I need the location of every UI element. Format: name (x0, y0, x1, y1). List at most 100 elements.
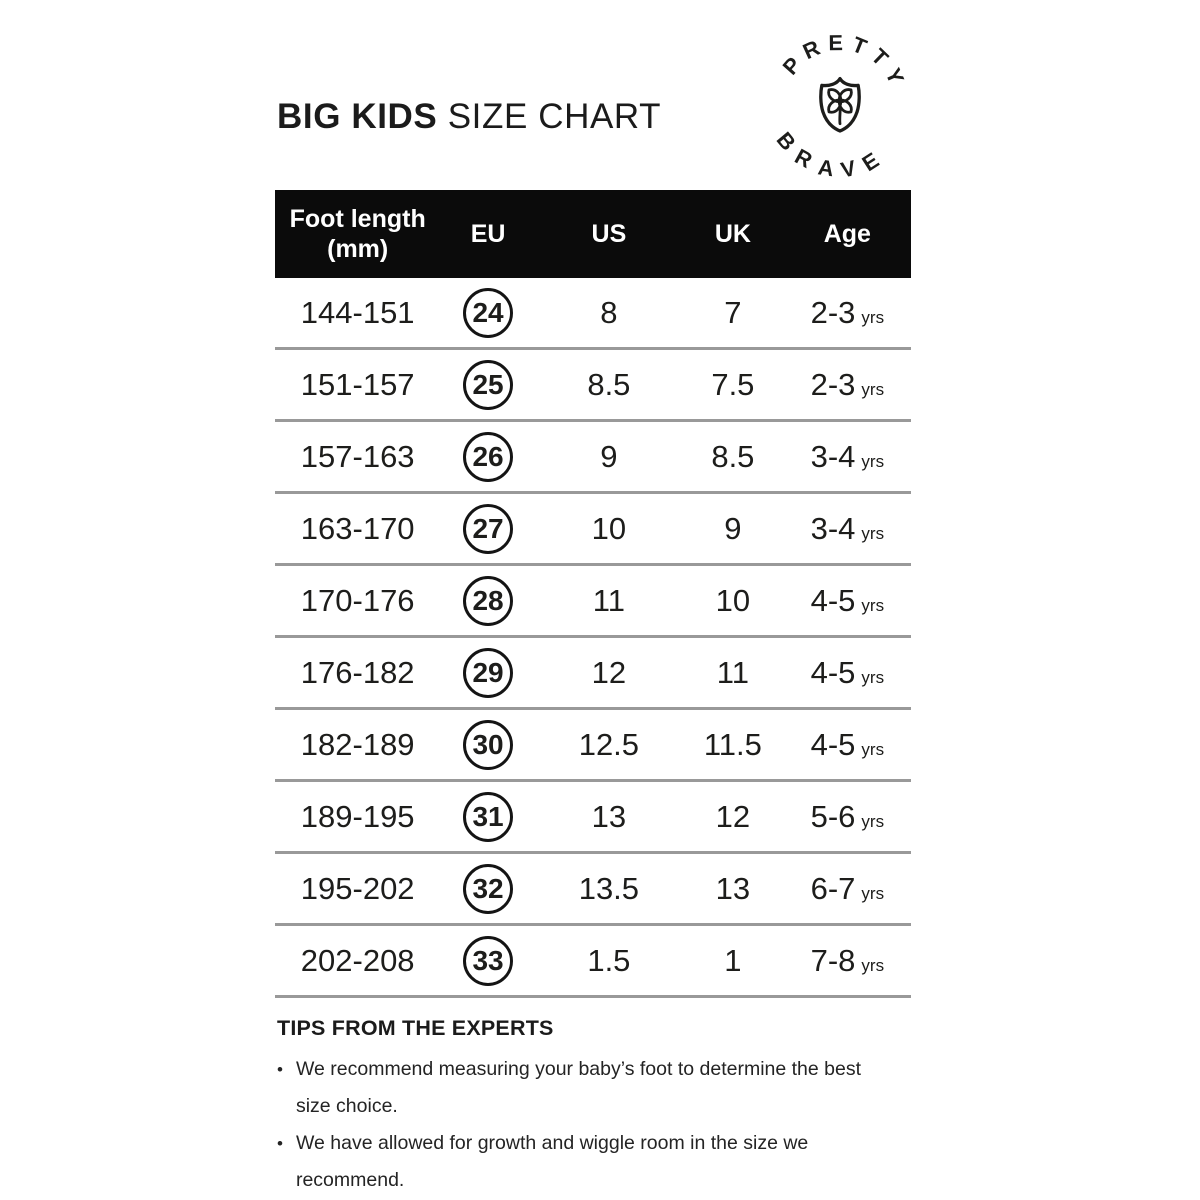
col-header-uk: UK (714, 219, 751, 248)
eu-size-cell: 24 (440, 287, 535, 338)
age-cell: 4-5 yrs (784, 583, 911, 619)
eu-size-badge: 25 (463, 359, 514, 410)
uk-size-value: 12 (715, 798, 751, 834)
table-header-row: Foot length (mm) EU US UK Age (275, 190, 911, 278)
age-range-value: 7-8 (810, 942, 856, 978)
age-unit-label: yrs (861, 883, 885, 903)
foot-length-value: 176-182 (300, 654, 415, 690)
uk-size-value: 8.5 (711, 438, 755, 474)
age-range-value: 3-4 (810, 438, 856, 474)
age-cell: 4-5 yrs (784, 727, 911, 763)
table-row: 202-208 33 1.5 1 7-8 yrs (275, 926, 911, 998)
age-unit-label: yrs (861, 451, 885, 471)
table-row: 189-195 31 13 12 5-6 yrs (275, 782, 911, 854)
uk-size-value: 10 (715, 582, 751, 618)
shield-clover-icon (819, 76, 861, 133)
age-range-value: 4-5 (810, 582, 856, 618)
age-unit-label: yrs (861, 667, 885, 687)
age-cell: 3-4 yrs (784, 439, 911, 475)
table-row: 144-151 24 8 7 2-3 yrs (275, 278, 911, 350)
eu-size-cell: 27 (440, 503, 535, 554)
eu-size-badge: 31 (463, 791, 514, 842)
age-unit-label: yrs (861, 307, 885, 327)
eu-size-badge: 32 (463, 863, 514, 914)
age-unit-label: yrs (861, 379, 885, 399)
us-size-value: 9 (600, 438, 618, 474)
tip-item: • We recommend measuring your baby’s foo… (277, 1051, 877, 1125)
age-cell: 6-7 yrs (784, 871, 911, 907)
col-header-foot-length: Foot length (mm) (289, 204, 426, 264)
age-range-value: 4-5 (810, 654, 856, 690)
uk-size-value: 11.5 (703, 726, 762, 762)
us-size-value: 8 (600, 294, 618, 330)
brand-text-bottom: BRAVE (767, 125, 896, 188)
eu-size-badge: 28 (463, 575, 514, 626)
col-header-eu: EU (470, 219, 506, 248)
foot-length-value: 202-208 (300, 942, 415, 978)
foot-length-value: 151-157 (300, 366, 415, 402)
age-range-value: 5-6 (810, 798, 856, 834)
foot-length-value: 195-202 (300, 870, 415, 906)
foot-length-value: 189-195 (300, 798, 415, 834)
age-range-value: 3-4 (810, 510, 856, 546)
table-row: 195-202 32 13.5 13 6-7 yrs (275, 854, 911, 926)
age-cell: 5-6 yrs (784, 799, 911, 835)
eu-size-cell: 26 (440, 431, 535, 482)
age-unit-label: yrs (861, 955, 885, 975)
table-row: 157-163 26 9 8.5 3-4 yrs (275, 422, 911, 494)
age-range-value: 4-5 (810, 726, 856, 762)
foot-length-value: 144-151 (300, 294, 415, 330)
uk-size-value: 1 (724, 942, 742, 978)
eu-size-cell: 29 (440, 647, 535, 698)
size-table: Foot length (mm) EU US UK Age 144-151 24… (275, 190, 911, 998)
age-range-value: 2-3 (810, 294, 856, 330)
uk-size-value: 13 (715, 870, 751, 906)
eu-size-badge: 29 (463, 647, 514, 698)
bullet-icon: • (277, 1060, 283, 1079)
eu-size-cell: 32 (440, 863, 535, 914)
uk-size-value: 7.5 (711, 366, 755, 402)
tips-section: TIPS FROM THE EXPERTS • We recommend mea… (277, 1016, 922, 1199)
age-cell: 4-5 yrs (784, 655, 911, 691)
foot-length-value: 170-176 (300, 582, 415, 618)
foot-length-value: 157-163 (300, 438, 415, 474)
page-title: BIG KIDS SIZE CHART (277, 97, 661, 137)
foot-length-value: 163-170 (300, 510, 415, 546)
age-cell: 3-4 yrs (784, 511, 911, 547)
table-row: 176-182 29 12 11 4-5 yrs (275, 638, 911, 710)
eu-size-cell: 31 (440, 791, 535, 842)
uk-size-value: 7 (724, 294, 742, 330)
age-cell: 2-3 yrs (784, 295, 911, 331)
eu-size-cell: 33 (440, 935, 535, 986)
age-cell: 7-8 yrs (784, 943, 911, 979)
age-unit-label: yrs (861, 739, 885, 759)
us-size-value: 10 (591, 510, 627, 546)
table-row: 163-170 27 10 9 3-4 yrs (275, 494, 911, 566)
us-size-value: 11 (592, 582, 625, 618)
us-size-value: 13 (591, 798, 627, 834)
eu-size-badge: 30 (463, 719, 514, 770)
table-row: 182-189 30 12.5 11.5 4-5 yrs (275, 710, 911, 782)
eu-size-cell: 30 (440, 719, 535, 770)
us-size-value: 12.5 (578, 726, 640, 762)
table-row: 151-157 25 8.5 7.5 2-3 yrs (275, 350, 911, 422)
us-size-value: 13.5 (578, 870, 640, 906)
eu-size-badge: 24 (463, 287, 514, 338)
eu-size-badge: 26 (463, 431, 514, 482)
brand-logo: PRETTY BRAVE (767, 20, 919, 188)
tip-item: • We have allowed for growth and wiggle … (277, 1125, 877, 1199)
page-title-regular: SIZE CHART (447, 97, 662, 136)
page-title-bold: BIG KIDS (277, 97, 438, 136)
us-size-value: 12 (591, 654, 627, 690)
uk-size-value: 11 (716, 654, 749, 690)
eu-size-badge: 27 (463, 503, 514, 554)
eu-size-badge: 33 (463, 935, 514, 986)
bullet-icon: • (277, 1134, 283, 1153)
col-header-age: Age (823, 219, 871, 248)
uk-size-value: 9 (724, 510, 742, 546)
tips-list: • We recommend measuring your baby’s foo… (277, 1051, 877, 1199)
age-range-value: 2-3 (810, 366, 856, 402)
age-unit-label: yrs (861, 523, 885, 543)
age-unit-label: yrs (861, 811, 885, 831)
